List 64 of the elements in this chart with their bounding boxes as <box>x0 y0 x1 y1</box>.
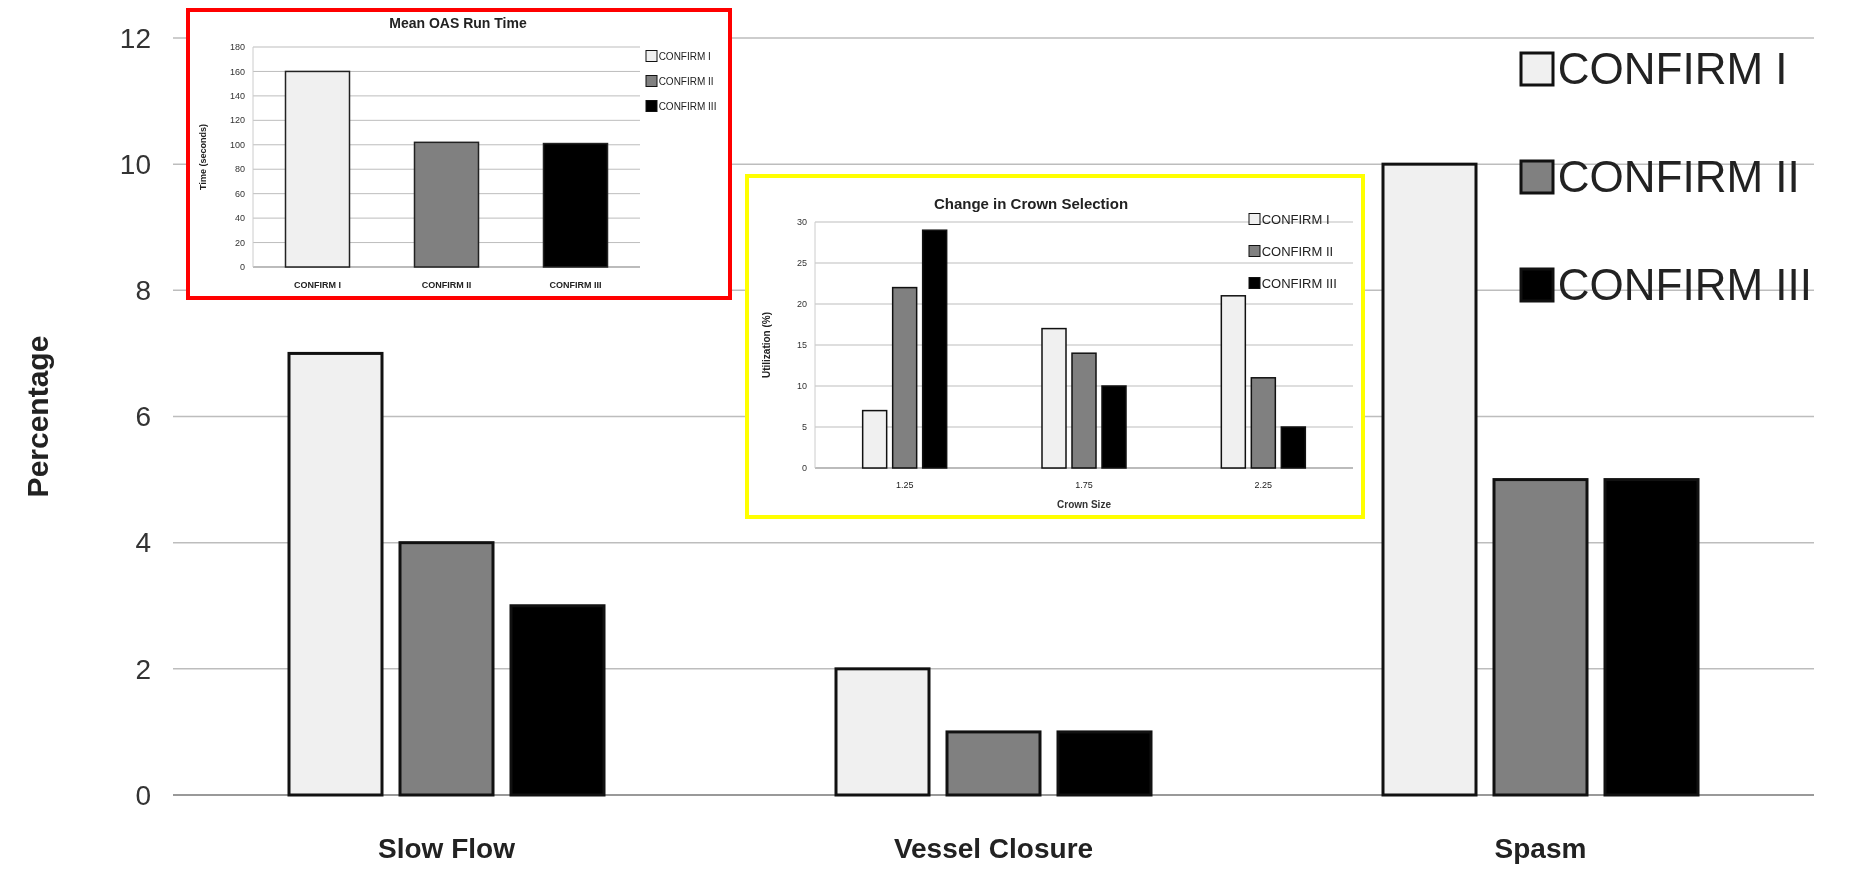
legend-label: CONFIRM III <box>658 100 717 112</box>
y-tick-label: 10 <box>119 148 151 180</box>
bar <box>509 604 606 797</box>
y-tick-label: 2 <box>135 653 151 685</box>
y-tick-label: 0 <box>801 463 807 474</box>
x-tick-label: 1.25 <box>895 480 914 490</box>
bar <box>398 541 495 797</box>
y-tick-label: 4 <box>135 527 151 559</box>
bar <box>1280 426 1307 469</box>
y-tick-label: 100 <box>229 139 245 150</box>
y-tick-label: 12 <box>119 22 151 54</box>
bar <box>1492 478 1589 797</box>
y-tick-label: 140 <box>229 91 245 102</box>
y-tick-label: 60 <box>234 188 245 199</box>
y-tick-label: 180 <box>229 42 245 53</box>
bar <box>1381 162 1478 797</box>
y-tick-label: 80 <box>234 164 245 175</box>
y-tick-label: 20 <box>796 299 807 310</box>
legend-label: CONFIRM II <box>1261 243 1334 259</box>
x-tick-label: Vessel Closure <box>893 833 1094 864</box>
x-tick-label: 2.25 <box>1254 480 1273 490</box>
bar <box>834 667 931 797</box>
chart-title: Mean OAS Run Time <box>389 15 527 31</box>
x-tick-label: 1.75 <box>1075 480 1093 490</box>
y-tick-label: 0 <box>239 262 245 273</box>
y-axis-title: Percentage <box>21 335 54 498</box>
y-tick-label: 25 <box>796 258 807 269</box>
y-axis-title: Utilization (%) <box>761 311 772 379</box>
bar <box>1220 295 1247 469</box>
bar <box>1101 385 1127 469</box>
bar <box>945 730 1042 797</box>
bar <box>921 229 948 469</box>
x-axis-title: Crown Size <box>1057 499 1112 510</box>
bar <box>1041 327 1067 469</box>
y-tick-label: 30 <box>796 217 807 228</box>
text: CONFIRM I <box>658 50 711 62</box>
y-tick-label: 15 <box>796 340 807 351</box>
x-tick-label: CONFIRM II <box>421 280 472 290</box>
y-tick-label: 120 <box>229 115 245 126</box>
y-tick-label: 10 <box>796 381 807 392</box>
legend-label: CONFIRM II <box>1557 152 1800 202</box>
chart-title: Change in Crown Selection <box>933 195 1129 212</box>
bar <box>1603 478 1700 797</box>
y-tick-label: 8 <box>135 275 151 307</box>
y-tick-label: 20 <box>234 237 245 248</box>
y-tick-label: 160 <box>229 66 245 77</box>
legend-label: CONFIRM I <box>1261 211 1330 227</box>
legend-label: CONFIRM II <box>658 75 714 87</box>
bar <box>287 351 384 797</box>
bar <box>1071 352 1097 469</box>
y-tick-label: 5 <box>801 422 807 433</box>
y-tick-label: 6 <box>135 401 151 433</box>
x-tick-label: Slow Flow <box>378 833 516 864</box>
x-tick-label: CONFIRM III <box>549 280 602 290</box>
y-axis-title: Time (seconds) <box>198 124 208 190</box>
legend-label: CONFIRM I <box>1557 44 1788 94</box>
x-tick-label: Spasm <box>1494 833 1587 864</box>
bar <box>1056 730 1153 797</box>
y-tick-label: 40 <box>234 213 245 224</box>
bar <box>891 286 918 469</box>
x-tick-label: CONFIRM I <box>294 280 341 290</box>
y-tick-label: 0 <box>135 779 151 811</box>
bar <box>861 409 888 469</box>
bar <box>1250 377 1277 469</box>
